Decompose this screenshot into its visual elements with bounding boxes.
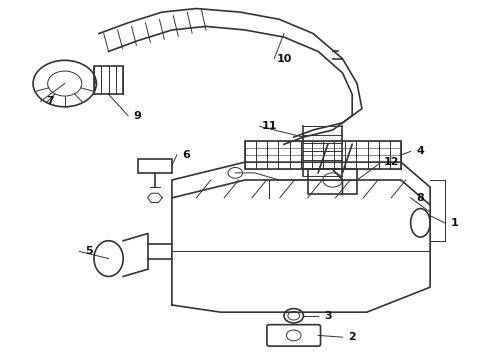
- Text: 5: 5: [85, 247, 93, 256]
- Text: 11: 11: [262, 121, 277, 131]
- Text: 4: 4: [416, 147, 424, 157]
- Text: 7: 7: [46, 96, 54, 107]
- Text: 3: 3: [324, 311, 332, 321]
- Bar: [94, 66, 123, 94]
- Text: 6: 6: [183, 150, 191, 160]
- Text: 8: 8: [416, 193, 424, 203]
- Text: 2: 2: [348, 332, 356, 342]
- Bar: [308, 169, 357, 194]
- Bar: [138, 158, 172, 173]
- Text: 1: 1: [451, 218, 458, 228]
- Bar: [245, 141, 401, 169]
- Text: 10: 10: [276, 54, 292, 64]
- Text: 12: 12: [383, 157, 399, 167]
- Text: 9: 9: [134, 111, 142, 121]
